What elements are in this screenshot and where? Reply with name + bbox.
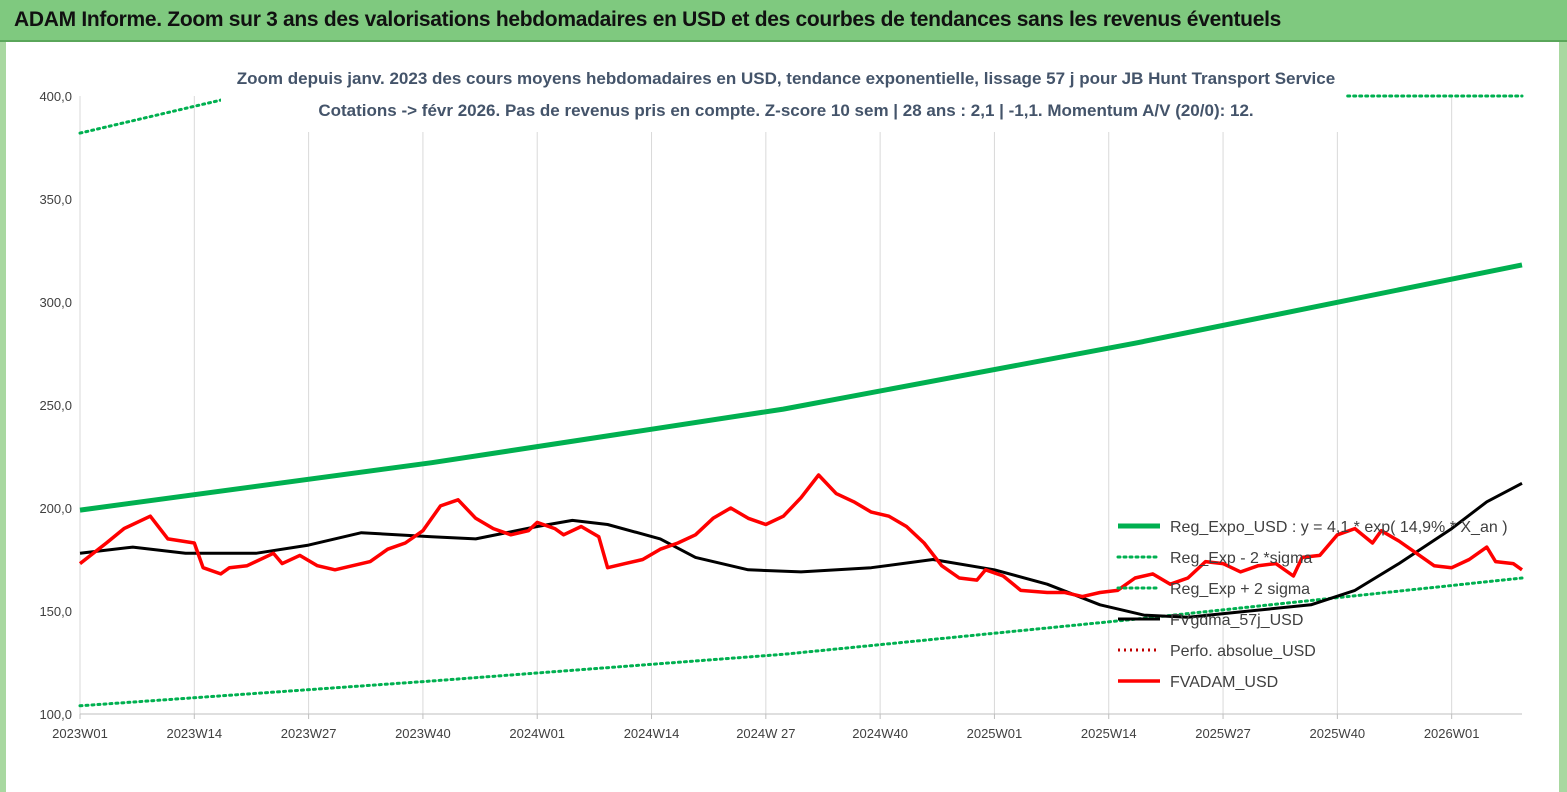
y-tick-label: 400,0 bbox=[39, 89, 72, 104]
grid bbox=[79, 96, 1453, 714]
x-tick-label: 2025W27 bbox=[1195, 726, 1251, 741]
x-tick-label: 2023W27 bbox=[281, 726, 337, 741]
report-title: ADAM Informe. Zoom sur 3 ans des valoris… bbox=[14, 8, 1281, 31]
y-tick-label: 150,0 bbox=[39, 604, 72, 619]
x-tick-label: 2024W01 bbox=[509, 726, 565, 741]
x-tick-label: 2024W14 bbox=[624, 726, 680, 741]
axes: 2023W01 2023W14 2023W27 2023W40 2024W01 2024W… bbox=[39, 89, 1522, 741]
y-tick-label: 350,0 bbox=[39, 192, 72, 207]
y-tick-label: 300,0 bbox=[39, 295, 72, 310]
report-banner: ADAM Informe. Zoom sur 3 ans des valoris… bbox=[0, 0, 1567, 42]
x-tick-label: 2024W 27 bbox=[736, 726, 795, 741]
series bbox=[78, 62, 1524, 708]
chart-subtitle: Cotations -> févr 2026. Pas de revenus p… bbox=[318, 101, 1253, 120]
y-tick-label: 250,0 bbox=[39, 398, 72, 413]
legend-label-6: FVADAM_USD bbox=[1170, 674, 1278, 691]
legend-label-4: FVgdma_57j_USD bbox=[1170, 612, 1303, 629]
x-tick-label: 2025W40 bbox=[1310, 726, 1366, 741]
legend-label-2: Reg_Exp - 2 *sigma bbox=[1170, 550, 1312, 567]
legend-label-1: Reg_Expo_USD : y = 4,1 * exp( 14,9% * X_… bbox=[1170, 519, 1508, 536]
y-tick-label: 100,0 bbox=[39, 707, 72, 722]
x-tick-label: 2024W40 bbox=[852, 726, 908, 741]
legend: Reg_Expo_USD : y = 4,1 * exp( 14,9% * X_… bbox=[1116, 519, 1508, 691]
x-tick-label: 2025W14 bbox=[1081, 726, 1137, 741]
legend-label-5: Perfo. absolue_USD bbox=[1170, 643, 1316, 660]
x-tick-label: 2025W01 bbox=[967, 726, 1023, 741]
series-line-6 bbox=[78, 473, 1524, 599]
x-tick-label: 2023W01 bbox=[52, 726, 108, 741]
chart-title: Zoom depuis janv. 2023 des cours moyens … bbox=[237, 69, 1335, 88]
legend-label-3: Reg_Exp + 2 sigma bbox=[1170, 581, 1310, 598]
line-chart: 2023W01 2023W14 2023W27 2023W40 2024W01 2024W… bbox=[39, 62, 1524, 741]
title-backdrop bbox=[221, 62, 1346, 132]
y-tick-label: 200,0 bbox=[39, 501, 72, 516]
x-tick-label: 2023W40 bbox=[395, 726, 451, 741]
series-line-1 bbox=[79, 262, 1523, 513]
x-tick-label: 2026W01 bbox=[1424, 726, 1480, 741]
chart-frame: 2023W01 2023W14 2023W27 2023W40 2024W01 2024W… bbox=[0, 42, 1567, 792]
series-line-2 bbox=[78, 576, 1524, 708]
x-tick-label: 2023W14 bbox=[166, 726, 222, 741]
series-line-4 bbox=[79, 481, 1523, 619]
